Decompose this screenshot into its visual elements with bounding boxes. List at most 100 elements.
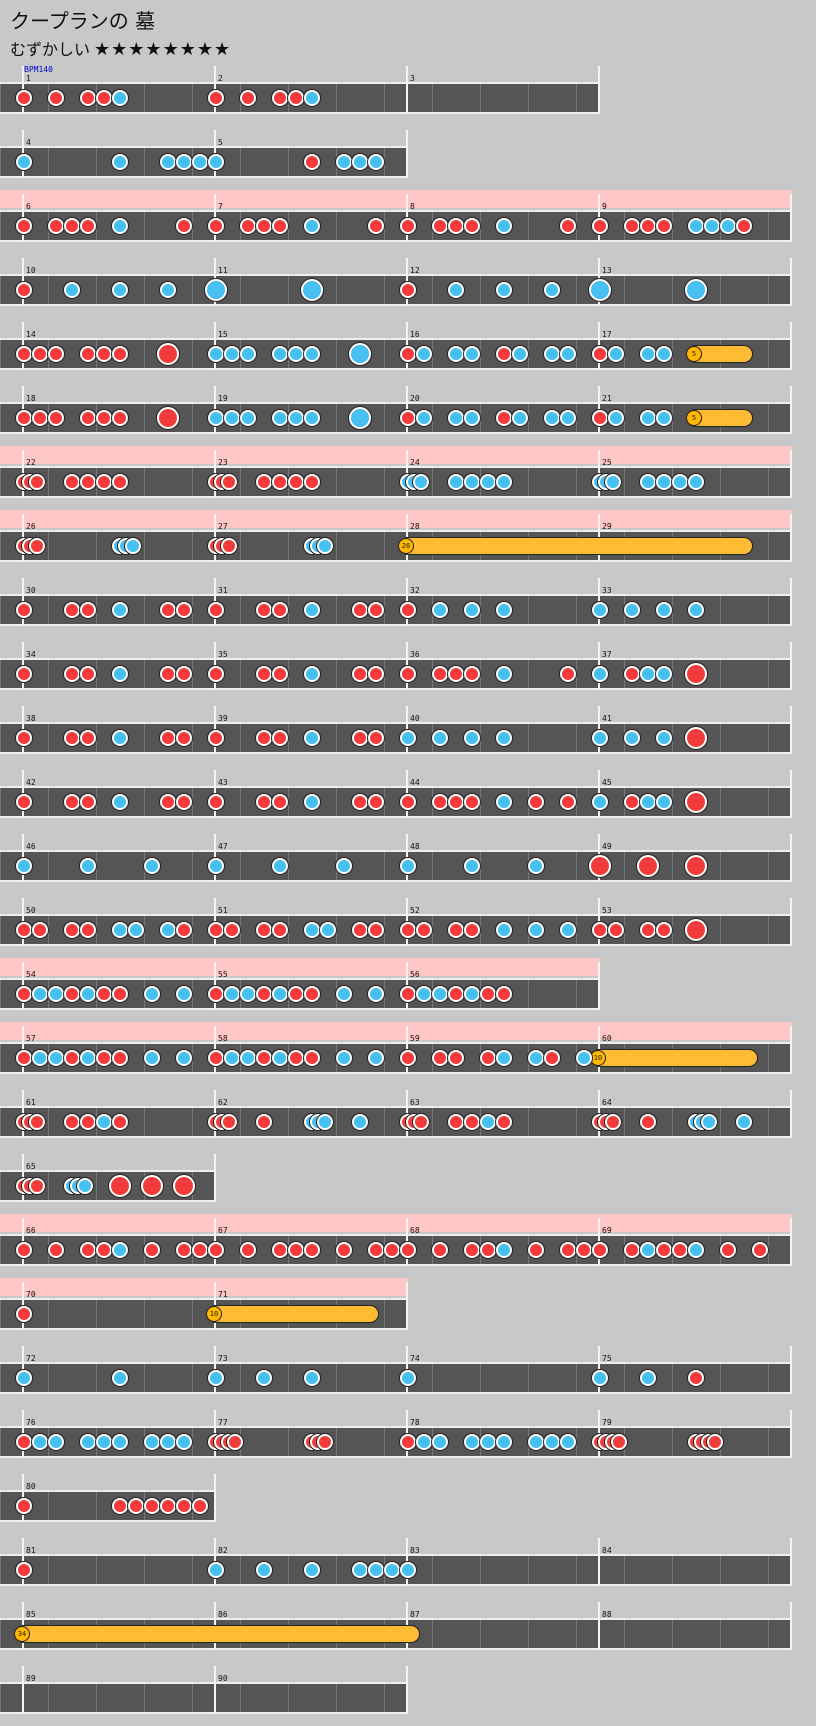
ka-note [464,474,480,490]
beat-line [288,660,289,688]
beat-line [336,788,337,816]
ka-note [304,218,320,234]
ka-note [208,1562,224,1578]
beat-line [480,404,481,432]
chart-row: 10 11 12 13 [0,254,792,318]
note-lane: 42 43 44 45 [0,770,792,818]
don-note [685,919,707,941]
beat-line [48,916,49,944]
beat-line [336,916,337,944]
beat-line [624,340,625,368]
beat-line [0,1492,1,1520]
beat-line [336,1108,337,1136]
ka-note [416,1434,432,1450]
beat-line [288,596,289,624]
chart-row: 89 90 [0,1662,408,1726]
ka-note [208,154,224,170]
beat-line [192,468,193,496]
chart-row: 46 47 48 49 [0,830,792,894]
measure-number: 26 [26,522,36,531]
ka-note [349,407,371,429]
don-note [412,1114,429,1130]
don-note [109,1175,131,1197]
ka-note [736,1114,752,1130]
ka-note [208,410,224,426]
don-note [96,410,112,426]
don-note [432,794,448,810]
measure-line [790,1602,792,1650]
don-note [316,1434,333,1450]
ka-note [112,794,128,810]
beat-line [672,788,673,816]
beat-line [672,724,673,752]
don-note [416,922,432,938]
measure-number: 7 [218,202,223,211]
ka-note [176,986,192,1002]
measure-number: 34 [26,650,36,659]
don-note [656,1242,672,1258]
beat-line [672,276,673,304]
don-note [112,1114,128,1130]
measure-number: 79 [602,1418,612,1427]
don-note [160,730,176,746]
measure-number: 19 [218,394,228,403]
ka-note [592,730,608,746]
measure-number: 74 [410,1354,420,1363]
measure-number: 16 [410,330,420,339]
beat-line [144,788,145,816]
measure-line [790,642,792,690]
don-note [176,730,192,746]
measure-line [598,1602,600,1650]
measure-line [790,386,792,434]
beat-line [384,916,385,944]
beat-line [48,1172,49,1200]
beat-line [432,340,433,368]
don-note [112,410,128,426]
beat-line [576,1620,577,1648]
measure-number: 11 [218,266,228,275]
measure-number: 90 [218,1674,228,1683]
measure-number: 4 [26,138,31,147]
ka-note [432,1434,448,1450]
don-note [96,474,112,490]
ka-note [224,1050,240,1066]
measure-number: 47 [218,842,228,851]
drumroll-bar: 34 [14,1625,421,1643]
beat-line [0,852,1,880]
beat-line [384,468,385,496]
beat-line [144,1364,145,1392]
measure-number: 33 [602,586,612,595]
ka-note [640,794,656,810]
chart-row: 72 73 74 75 [0,1342,792,1406]
don-note [304,154,320,170]
ka-note [400,1562,416,1578]
beat-line [624,1620,625,1648]
beat-line [192,1428,193,1456]
ka-note [32,1434,48,1450]
ka-note [96,1114,112,1130]
don-note [64,218,80,234]
ka-note [464,346,480,362]
measure-number: 48 [410,842,420,851]
don-note [464,666,480,682]
beat-line [768,1108,769,1136]
beat-line [240,852,241,880]
don-note [240,218,256,234]
don-note [80,218,96,234]
ka-note [205,279,227,301]
don-note [256,666,272,682]
ka-note [352,1562,368,1578]
beat-line [768,212,769,240]
beat-line [624,916,625,944]
measure-number: 72 [26,1354,36,1363]
ka-note [448,410,464,426]
ka-note [656,602,672,618]
don-note [432,1050,448,1066]
don-note [464,1242,480,1258]
beat-line [576,1364,577,1392]
ka-note [160,154,176,170]
don-note [592,1242,608,1258]
ka-note [432,730,448,746]
don-note [368,602,384,618]
don-note [272,1242,288,1258]
